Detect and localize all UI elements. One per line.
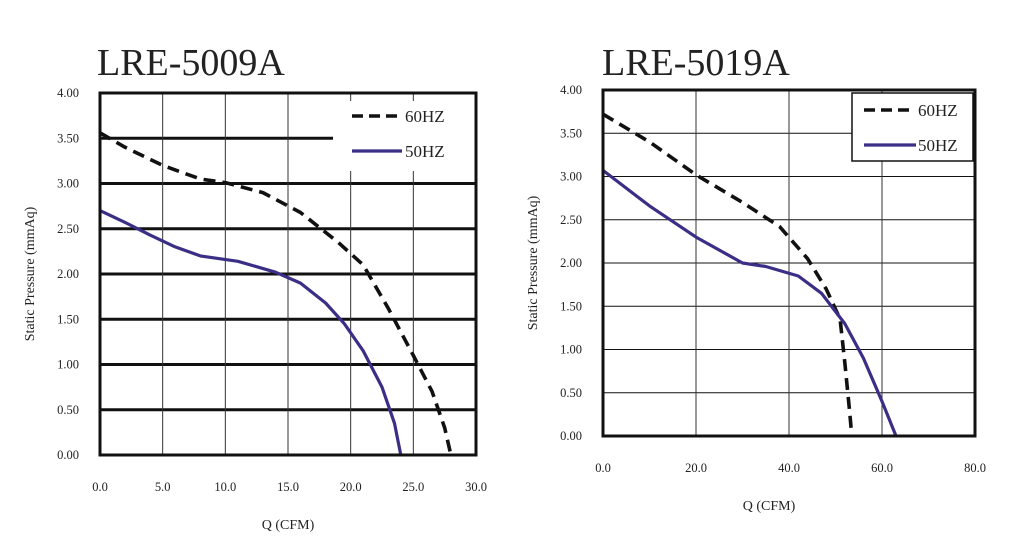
y-tick-label: 0.50: [560, 386, 582, 400]
legend-label-60hz: 60HZ: [918, 101, 958, 120]
x-tick-labels: 0.0 5.0 10.0 15.0 20.0 25.0 30.0: [92, 480, 487, 494]
y-tick-label: 1.00: [57, 358, 79, 372]
series-group: [602, 112, 898, 437]
x-tick-label: 5.0: [155, 480, 171, 494]
x-tick-label: 15.0: [277, 480, 299, 494]
x-tick-label: 0.0: [595, 461, 611, 475]
series-line-60hz: [99, 131, 453, 456]
y-tick-label: 3.50: [560, 126, 582, 140]
series-group: [99, 131, 453, 456]
y-tick-label: 0.50: [57, 403, 79, 417]
y-tick-label: 1.00: [560, 343, 582, 357]
x-axis-label: Q (CFM): [262, 518, 315, 533]
y-tick-label: 1.50: [57, 312, 79, 326]
x-tick-label: 10.0: [214, 480, 236, 494]
y-axis-label: Static Pressure (mmAq): [23, 206, 38, 341]
chart-lre-5009a: LRE-5009A 60HZ 50HZ 0.00 0.50 1.00 1.50 2.00…: [23, 42, 487, 533]
legend-label-50hz: 50HZ: [918, 136, 958, 155]
y-tick-label: 2.50: [560, 213, 582, 227]
legend-label-50hz: 50HZ: [405, 142, 445, 161]
y-tick-label: 1.50: [560, 299, 582, 313]
y-tick-label: 4.00: [57, 86, 79, 100]
series-line-50hz: [99, 209, 403, 456]
y-tick-label: 0.00: [560, 429, 582, 443]
legend-box: [851, 92, 974, 162]
chart-title: LRE-5009A: [97, 42, 285, 84]
legend-label-60hz: 60HZ: [405, 107, 445, 126]
legend: 60HZ 50HZ: [336, 101, 474, 171]
x-tick-label: 20.0: [685, 461, 707, 475]
legend-box: [336, 101, 474, 171]
grid: [603, 90, 975, 436]
x-tick-label: 80.0: [964, 461, 986, 475]
y-tick-label: 4.00: [560, 83, 582, 97]
plot-frame: [98, 91, 478, 457]
y-tick-label: 2.00: [57, 267, 79, 281]
y-tick-label: 2.50: [57, 222, 79, 236]
y-tick-label: 3.00: [560, 170, 582, 184]
x-axis-label: Q (CFM): [743, 499, 796, 514]
y-tick-label: 2.00: [560, 256, 582, 270]
plot-frame: [601, 88, 977, 438]
y-tick-label: 3.50: [57, 131, 79, 145]
x-tick-label: 0.0: [92, 480, 108, 494]
x-tick-label: 20.0: [340, 480, 362, 494]
y-tick-labels: 0.00 0.50 1.00 1.50 2.00 2.50 3.00 3.50 4.00: [560, 83, 582, 443]
y-tick-label: 0.00: [57, 448, 79, 462]
legend: 60HZ 50HZ: [851, 92, 974, 162]
x-tick-label: 25.0: [402, 480, 424, 494]
x-tick-label: 60.0: [871, 461, 893, 475]
x-tick-labels: 0.0 20.0 40.0 60.0 80.0: [595, 461, 986, 475]
chart-lre-5019a: LRE-5019A 60HZ 50HZ 0.00 0.50 1.00 1.50 2.00…: [526, 42, 986, 514]
x-tick-label: 40.0: [778, 461, 800, 475]
chart-title: LRE-5019A: [602, 42, 790, 84]
y-tick-label: 3.00: [57, 177, 79, 191]
y-axis-label: Static Pressure (mmAq): [526, 195, 541, 330]
y-tick-labels: 0.00 0.50 1.00 1.50 2.00 2.50 3.00 3.50 4.00: [57, 86, 79, 462]
series-line-50hz: [602, 169, 898, 437]
series-line-60hz: [602, 112, 854, 437]
x-tick-label: 30.0: [465, 480, 487, 494]
